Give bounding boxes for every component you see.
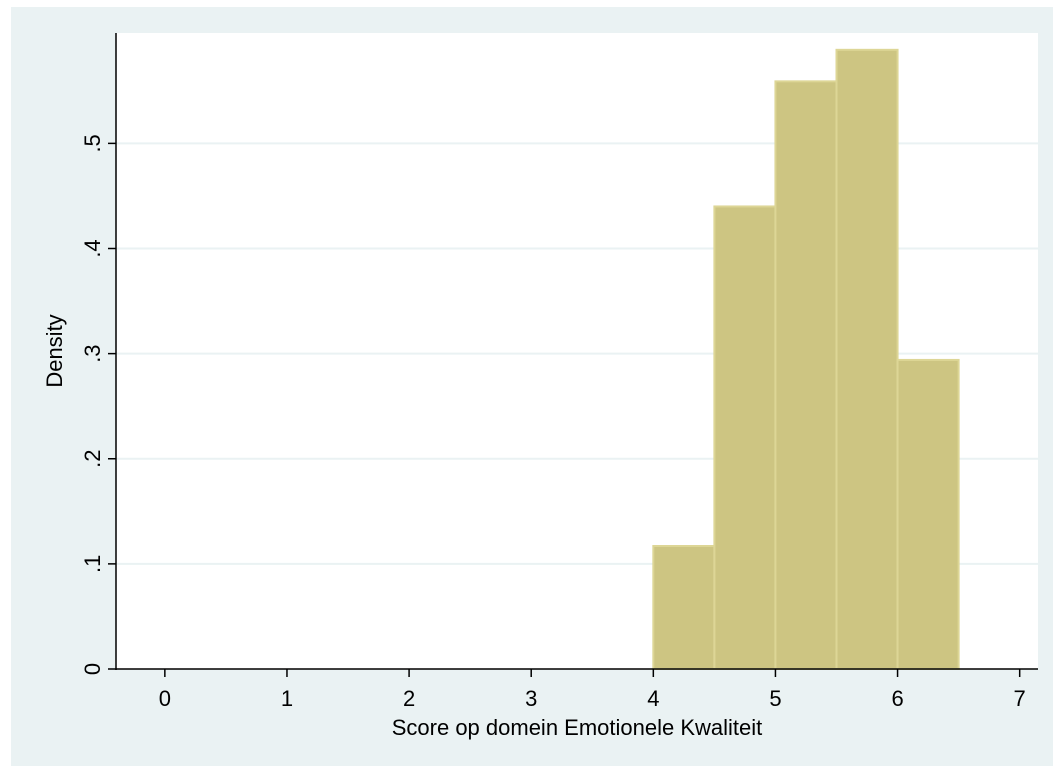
y-tick-label: 0 <box>80 663 105 675</box>
y-tick-label: .1 <box>80 555 105 573</box>
y-axis-title: Density <box>42 314 67 387</box>
x-tick-label: 2 <box>403 686 415 711</box>
x-tick-label: 3 <box>525 686 537 711</box>
y-tick-label: .5 <box>80 134 105 152</box>
axes-layer: 0 .1 .2 .3 .4 .5 0 1 2 3 4 5 6 7 <box>80 33 1038 711</box>
x-tick-label: 0 <box>159 686 171 711</box>
x-tick-label: 1 <box>281 686 293 711</box>
y-tick-label: .2 <box>80 450 105 468</box>
x-tick-label: 6 <box>891 686 903 711</box>
x-tick-label: 5 <box>769 686 781 711</box>
x-axis-title: Score op domein Emotionele Kwaliteit <box>392 715 763 740</box>
histogram-bar <box>713 205 777 670</box>
x-tick-label: 4 <box>647 686 659 711</box>
bars-layer <box>652 48 960 671</box>
histogram-bar <box>896 358 960 670</box>
x-tick-label: 7 <box>1014 686 1026 711</box>
histogram-bar <box>835 48 899 671</box>
y-tick-label: .4 <box>80 239 105 257</box>
histogram-bar <box>652 545 716 670</box>
y-tick-label: .3 <box>80 344 105 362</box>
histogram-bar <box>774 80 838 671</box>
